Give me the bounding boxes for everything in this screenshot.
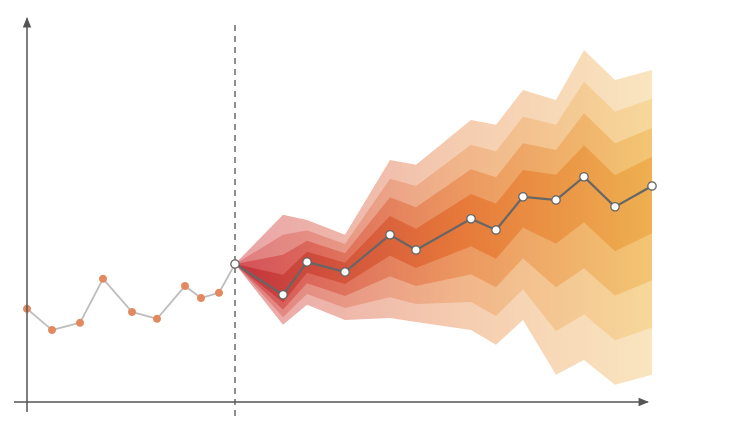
series-point bbox=[197, 294, 205, 302]
series-point bbox=[610, 201, 620, 212]
series-point bbox=[411, 245, 421, 255]
series-point bbox=[466, 213, 476, 224]
series-point bbox=[128, 308, 136, 316]
series-point bbox=[551, 195, 561, 205]
series-point bbox=[153, 314, 161, 323]
series-line bbox=[26, 263, 236, 331]
series-point bbox=[518, 191, 528, 202]
series-point bbox=[647, 181, 657, 191]
series-point bbox=[385, 229, 395, 240]
series-point bbox=[99, 274, 107, 283]
series-point bbox=[181, 282, 189, 290]
series-point bbox=[76, 318, 84, 327]
series-point bbox=[491, 225, 501, 235]
series-point bbox=[215, 288, 223, 297]
uncertainty-band bbox=[235, 113, 652, 310]
bands bbox=[235, 50, 652, 385]
series-point bbox=[579, 171, 589, 182]
series-point bbox=[340, 267, 350, 277]
series-point bbox=[230, 259, 240, 269]
series-point bbox=[302, 257, 312, 267]
uncertainty-band bbox=[235, 145, 652, 303]
lines bbox=[23, 25, 657, 418]
series-point bbox=[48, 326, 56, 334]
series-point bbox=[278, 289, 288, 300]
